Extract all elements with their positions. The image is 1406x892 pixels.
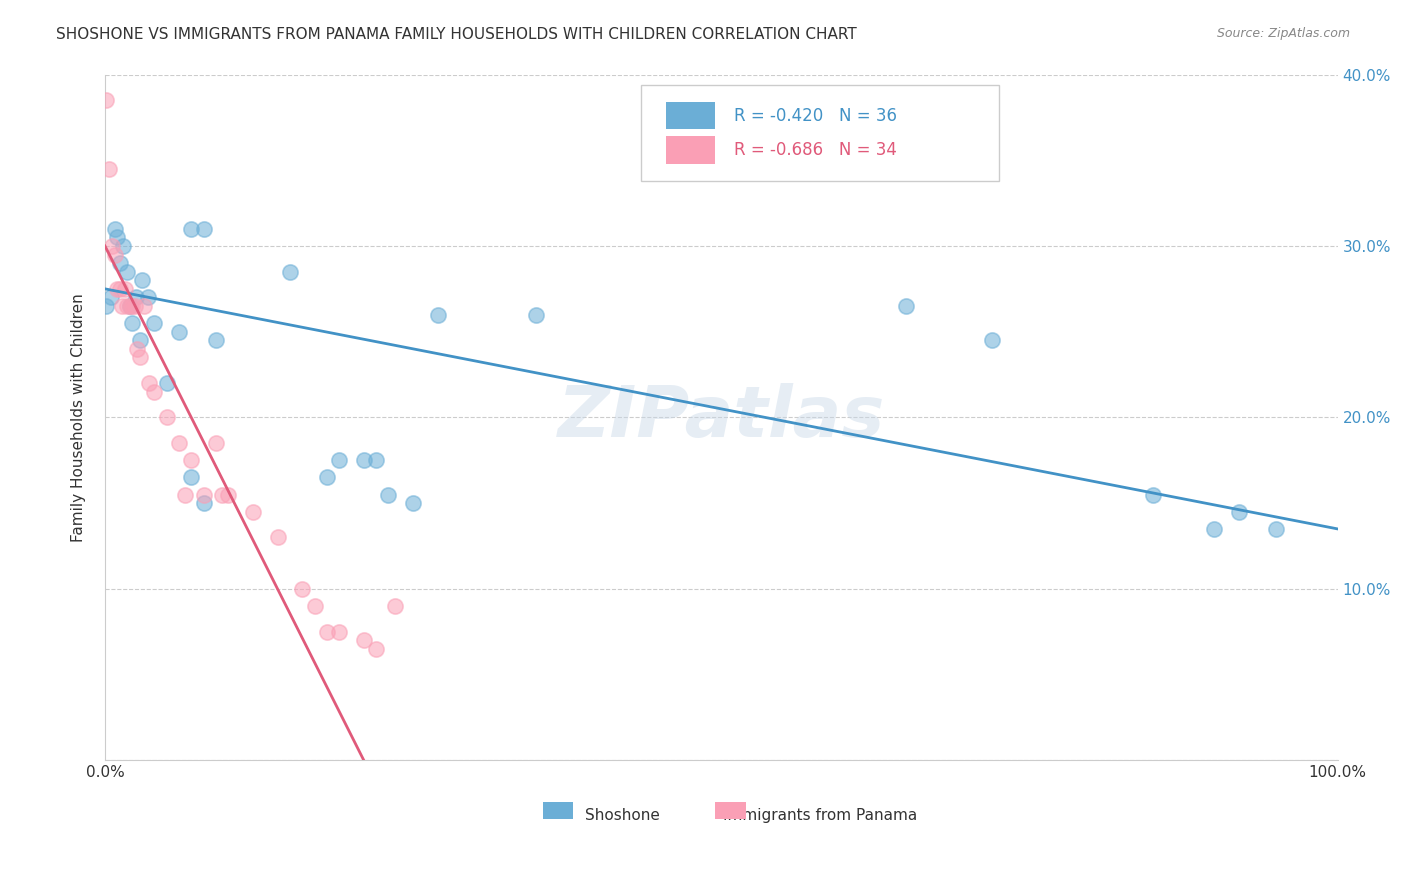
Point [156, 410, 179, 425]
Point [115, 265, 138, 279]
Point [193, 488, 215, 502]
Point [205, 334, 228, 348]
Point [291, 582, 314, 596]
Point [315, 624, 337, 639]
Point [167, 325, 190, 339]
Point [304, 599, 326, 613]
Point [526, 308, 548, 322]
Text: Immigrants from Panama: Immigrants from Panama [723, 808, 917, 823]
Text: SHOSHONE VS IMMIGRANTS FROM PANAMA FAMILY HOUSEHOLDS WITH CHILDREN CORRELATION C: SHOSHONE VS IMMIGRANTS FROM PANAMA FAMIL… [56, 27, 858, 42]
Text: Shoshone: Shoshone [585, 808, 661, 823]
Text: R = -0.420   N = 36: R = -0.420 N = 36 [734, 107, 897, 125]
Point [143, 384, 166, 399]
Point [384, 599, 406, 613]
Point [242, 505, 264, 519]
Point [366, 642, 388, 657]
Point [143, 316, 166, 330]
FancyBboxPatch shape [716, 802, 747, 819]
Point [97, 161, 120, 176]
Point [180, 222, 202, 236]
Point [114, 282, 136, 296]
Point [115, 299, 138, 313]
FancyBboxPatch shape [543, 802, 574, 819]
Point [1227, 505, 1250, 519]
Point [426, 308, 449, 322]
Point [266, 531, 288, 545]
Point [1204, 522, 1226, 536]
Point [138, 376, 160, 391]
FancyBboxPatch shape [666, 136, 716, 164]
Point [174, 488, 197, 502]
Point [156, 376, 179, 391]
Text: Source: ZipAtlas.com: Source: ZipAtlas.com [1216, 27, 1350, 40]
Point [121, 316, 143, 330]
Point [315, 470, 337, 484]
FancyBboxPatch shape [666, 102, 716, 129]
Text: R = -0.686   N = 34: R = -0.686 N = 34 [734, 141, 897, 159]
Point [118, 299, 141, 313]
Point [112, 239, 135, 253]
Point [217, 488, 239, 502]
Point [167, 436, 190, 450]
Point [353, 633, 375, 648]
Point [981, 334, 1004, 348]
Point [328, 624, 350, 639]
Point [193, 496, 215, 510]
Point [1265, 522, 1288, 536]
Point [131, 273, 153, 287]
Point [180, 470, 202, 484]
Point [205, 436, 228, 450]
Point [278, 265, 301, 279]
Y-axis label: Family Households with Children: Family Households with Children [72, 293, 86, 541]
Point [328, 453, 350, 467]
FancyBboxPatch shape [641, 85, 998, 181]
Point [118, 299, 141, 313]
Point [101, 239, 124, 253]
Point [180, 453, 202, 467]
Point [1142, 488, 1164, 502]
Point [104, 222, 127, 236]
Point [105, 282, 128, 296]
Point [108, 282, 131, 296]
Point [896, 299, 918, 313]
Text: ZIPatlas: ZIPatlas [558, 383, 884, 452]
Point [96, 299, 118, 313]
Point [366, 453, 388, 467]
Point [105, 230, 128, 244]
Point [402, 496, 425, 510]
Point [377, 488, 399, 502]
Point [136, 290, 159, 304]
Point [96, 93, 118, 107]
Point [104, 247, 127, 261]
Point [111, 299, 134, 313]
Point [353, 453, 375, 467]
Point [125, 342, 148, 356]
Point [100, 290, 122, 304]
Point [121, 299, 143, 313]
Point [128, 334, 150, 348]
Point [193, 222, 215, 236]
Point [108, 256, 131, 270]
Point [128, 351, 150, 365]
Point [124, 299, 146, 313]
Point [134, 299, 156, 313]
Point [125, 290, 148, 304]
Point [211, 488, 233, 502]
